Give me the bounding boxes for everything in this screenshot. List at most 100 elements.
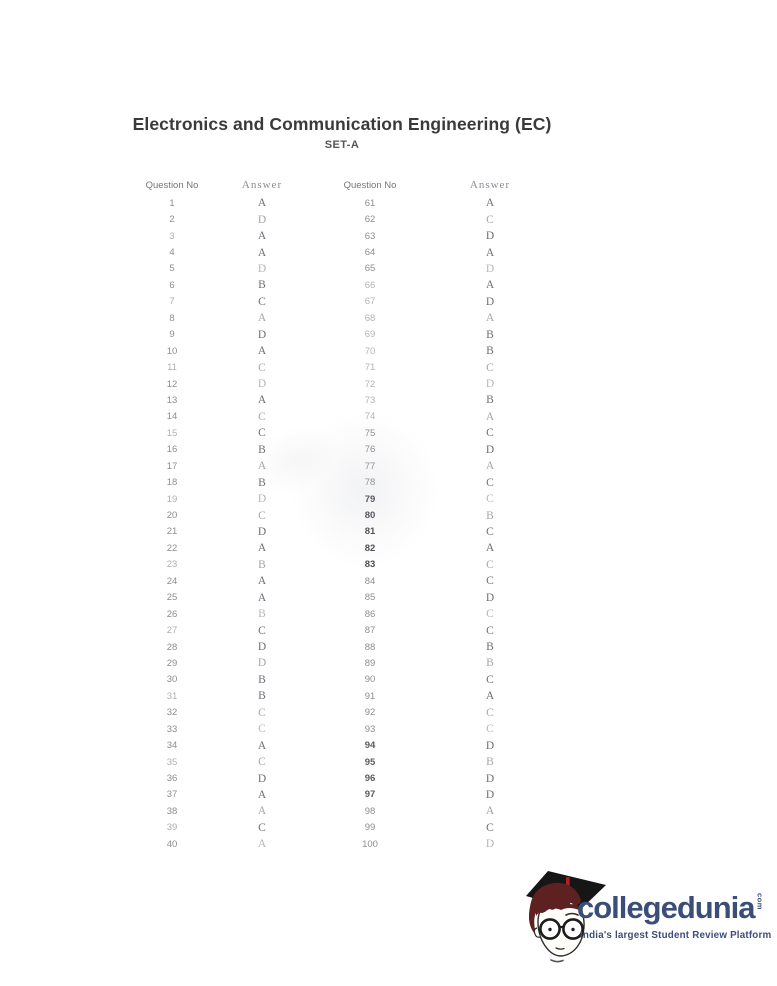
table-row: 17 A 77 A — [130, 458, 550, 474]
question-no-cell: 95 — [364, 756, 376, 768]
question-no-cell: 85 — [364, 592, 376, 604]
question-no-cell: 77 — [364, 460, 376, 472]
question-no-cell: 81 — [364, 526, 376, 538]
question-no-cell: 38 — [166, 805, 178, 817]
table-row: 7 C 67 D — [130, 294, 550, 310]
answer-cell: A — [485, 279, 495, 292]
answer-cell: D — [257, 772, 267, 785]
table-row: 21 D 81 C — [130, 524, 550, 540]
answer-cell: D — [485, 443, 495, 456]
question-no-cell: 12 — [166, 378, 178, 390]
answer-cell: C — [486, 706, 494, 719]
question-no-cell: 65 — [364, 263, 376, 275]
question-no-cell: 31 — [166, 690, 178, 702]
answer-cell: D — [485, 295, 495, 308]
answer-cell: A — [257, 838, 267, 851]
question-no-cell: 7 — [169, 296, 175, 308]
table-row: 1 A 61 A — [130, 195, 550, 211]
table-row: 12 D 72 D — [130, 376, 550, 392]
table-row: 11 C 71 C — [130, 359, 550, 375]
table-row: 10 A 70 B — [130, 343, 550, 359]
brand-tagline: India's largest Student Review Platform — [580, 930, 772, 941]
table-row: 15 C 75 C — [130, 425, 550, 441]
answer-cell: A — [485, 410, 495, 423]
answer-cell: B — [486, 328, 494, 341]
question-no-cell: 17 — [166, 460, 178, 472]
table-row: 35 C 95 B — [130, 754, 550, 770]
question-no-cell: 37 — [166, 789, 178, 801]
answer-cell: D — [485, 772, 495, 785]
table-row: 5 D 65 D — [130, 261, 550, 277]
question-no-cell: 67 — [364, 296, 376, 308]
answer-cell: C — [486, 673, 494, 686]
table-row: 19 D 79 C — [130, 491, 550, 507]
table-row: 4 A 64 A — [130, 244, 550, 260]
question-no-cell: 26 — [166, 608, 178, 620]
column-header-answer-left: Answer — [241, 179, 283, 191]
question-no-cell: 79 — [364, 493, 376, 505]
answer-cell: C — [258, 361, 266, 374]
table-row: 30 B 90 C — [130, 672, 550, 688]
answer-cell: C — [486, 624, 494, 637]
table-row: 9 D 69 B — [130, 327, 550, 343]
table-header-row: Question No Answer Question No Answer — [130, 176, 550, 194]
question-no-cell: 33 — [166, 723, 178, 735]
question-no-cell: 86 — [364, 608, 376, 620]
table-row: 29 D 89 B — [130, 655, 550, 671]
question-no-cell: 88 — [364, 641, 376, 653]
question-no-cell: 98 — [364, 805, 376, 817]
question-no-cell: 91 — [364, 690, 376, 702]
answer-cell: A — [485, 312, 495, 325]
question-no-cell: 66 — [364, 279, 376, 291]
question-no-cell: 15 — [166, 427, 178, 439]
answer-key-table: Question No Answer Question No Answer 1 A… — [130, 176, 550, 853]
table-row: 40 A 100 D — [130, 836, 550, 852]
answer-cell: D — [257, 657, 267, 670]
table-row: 31 B 91 A — [130, 688, 550, 704]
answer-rows: 1 A 61 A 2 D 62 C 3 A 63 D 4 A 64 A 5 D 65 D 6 B 66 A 7 C 67 D 8 A 68 A… — [130, 195, 550, 853]
question-no-cell: 68 — [364, 312, 376, 324]
answer-cell: A — [257, 246, 267, 259]
answer-cell: A — [485, 805, 495, 818]
question-no-cell: 82 — [364, 542, 376, 554]
answer-cell: A — [485, 460, 495, 473]
question-no-cell: 69 — [364, 329, 376, 341]
answer-cell: B — [486, 657, 494, 670]
question-no-cell: 16 — [166, 444, 178, 456]
question-no-cell: 27 — [166, 625, 178, 637]
answer-cell: C — [258, 427, 266, 440]
answer-cell: B — [486, 509, 494, 522]
question-no-cell: 4 — [169, 247, 175, 259]
table-row: 28 D 88 B — [130, 639, 550, 655]
brand-domain-suffix: com — [755, 893, 765, 910]
question-no-cell: 10 — [166, 345, 178, 357]
answer-cell: B — [258, 476, 266, 489]
answer-cell: B — [258, 279, 266, 292]
table-row: 18 B 78 C — [130, 474, 550, 490]
table-row: 20 C 80 B — [130, 507, 550, 523]
question-no-cell: 75 — [364, 427, 376, 439]
question-no-cell: 22 — [166, 542, 178, 554]
answer-cell: A — [485, 542, 495, 555]
answer-cell: B — [486, 641, 494, 654]
brand-line: collegeduniacom — [577, 890, 764, 926]
question-no-cell: 3 — [169, 230, 175, 242]
table-row: 25 A 85 D — [130, 590, 550, 606]
question-no-cell: 61 — [364, 197, 376, 209]
table-row: 27 C 87 C — [130, 622, 550, 638]
question-no-cell: 2 — [169, 214, 175, 226]
answer-cell: A — [257, 739, 267, 752]
question-no-cell: 20 — [166, 510, 178, 522]
answer-cell: A — [485, 690, 495, 703]
collegedunia-logo: collegeduniacom India's largest Student … — [521, 864, 773, 968]
table-row: 6 B 66 A — [130, 277, 550, 293]
answer-cell: B — [486, 756, 494, 769]
question-no-cell: 84 — [364, 575, 376, 587]
answer-cell: C — [258, 723, 266, 736]
answer-cell: A — [257, 312, 267, 325]
question-no-cell: 70 — [364, 345, 376, 357]
table-row: 37 A 97 D — [130, 787, 550, 803]
question-no-cell: 94 — [364, 740, 376, 752]
answer-cell: A — [257, 345, 267, 358]
table-row: 38 A 98 A — [130, 803, 550, 819]
